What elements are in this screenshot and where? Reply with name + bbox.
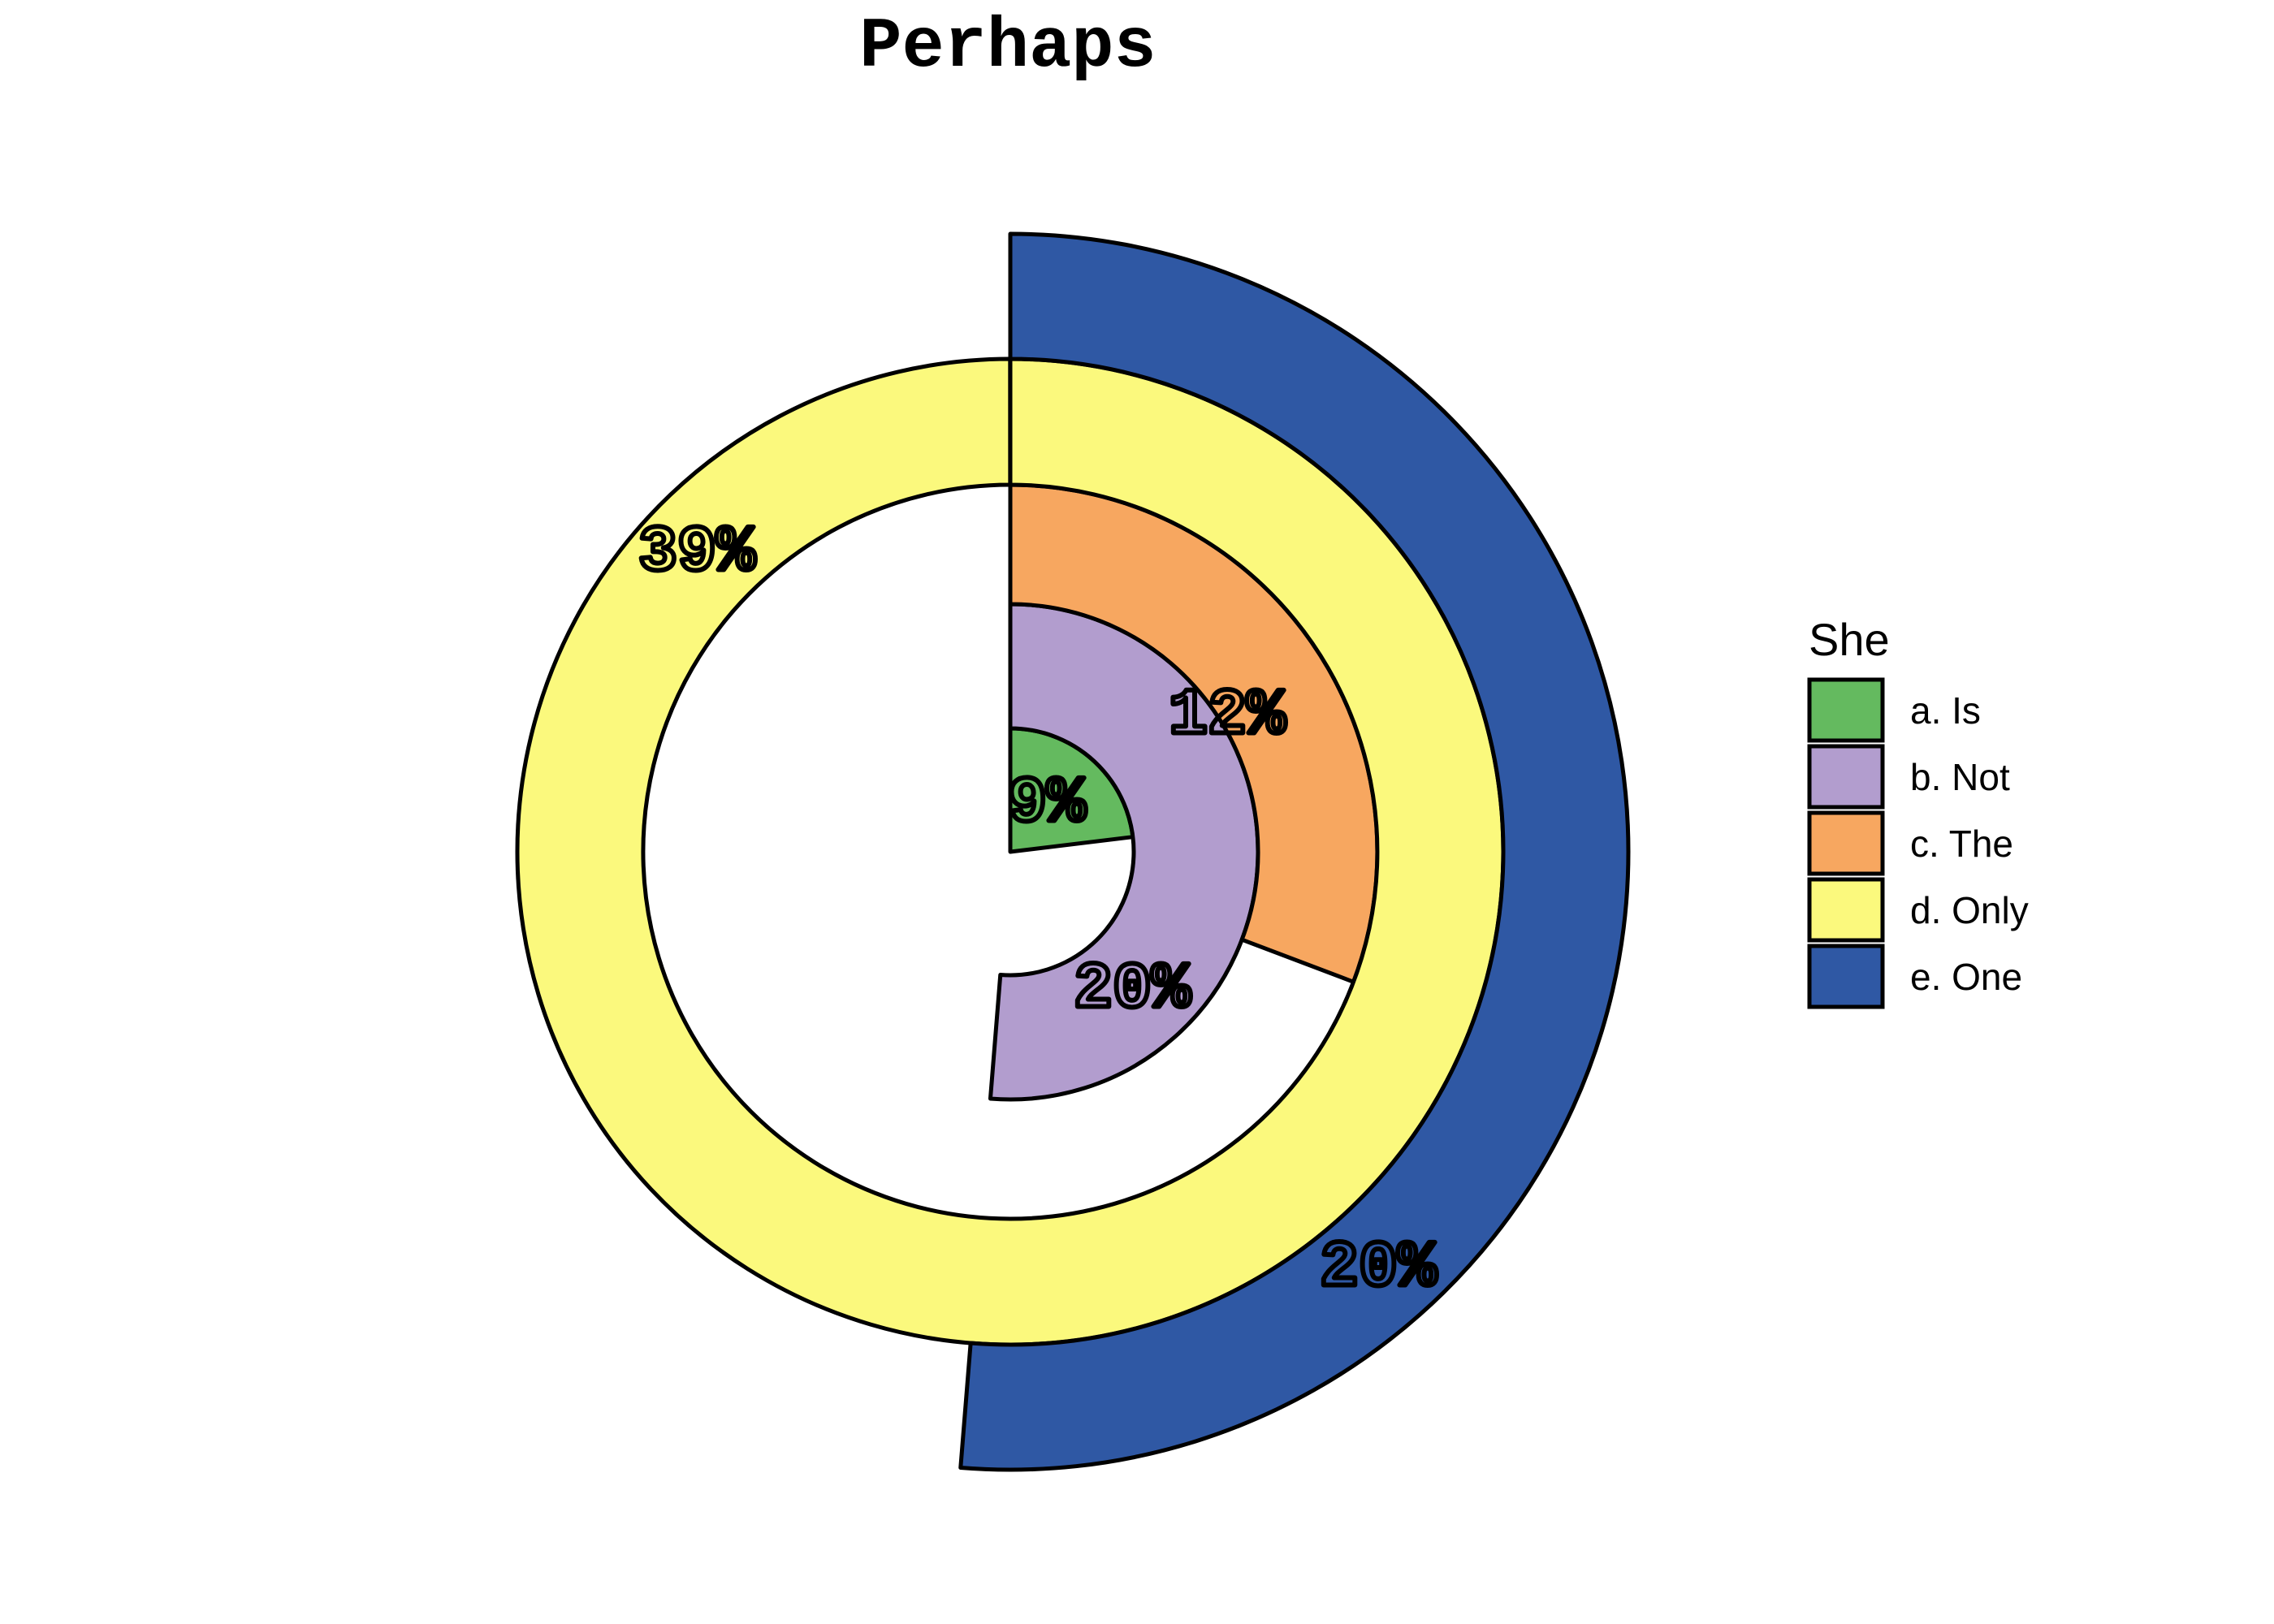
- legend-swatch-d-only: [1807, 877, 1885, 943]
- slice-pct-label-b-not: 20%: [1074, 953, 1191, 1027]
- legend-label-c-the: c. The: [1910, 823, 2013, 865]
- slice-e-one: [958, 231, 1631, 1472]
- legend-label-e-one: e. One: [1910, 956, 2022, 998]
- legend-title: She: [1809, 614, 1890, 665]
- chart-slices: [515, 231, 1631, 1472]
- chart-percent-labels: 9% 20% 12% 39% 20%: [636, 514, 1440, 1308]
- slice-pct-label-d-only: 39%: [638, 516, 756, 590]
- chart-title: Perhaps: [859, 8, 1156, 88]
- slice-pct-label-c-the: 12%: [1169, 680, 1286, 754]
- legend-label-a-is: a. Is: [1910, 689, 1981, 732]
- legend-swatch-c-the: [1807, 810, 1885, 876]
- legend-label-b-not: b. Not: [1910, 756, 2010, 798]
- legend-swatch-e-one: [1807, 944, 1885, 1009]
- slice-pct-label-e-one: 20%: [1320, 1232, 1437, 1306]
- legend-swatch-b-not: [1807, 744, 1885, 810]
- legend-swatch-a-is: [1807, 677, 1885, 743]
- legend-label-d-only: d. Only: [1910, 889, 2029, 931]
- legend: She a. Is b. Not c. The d. Only e. One: [1807, 614, 2029, 1009]
- slice-pct-label-a-is: 9%: [1008, 767, 1087, 841]
